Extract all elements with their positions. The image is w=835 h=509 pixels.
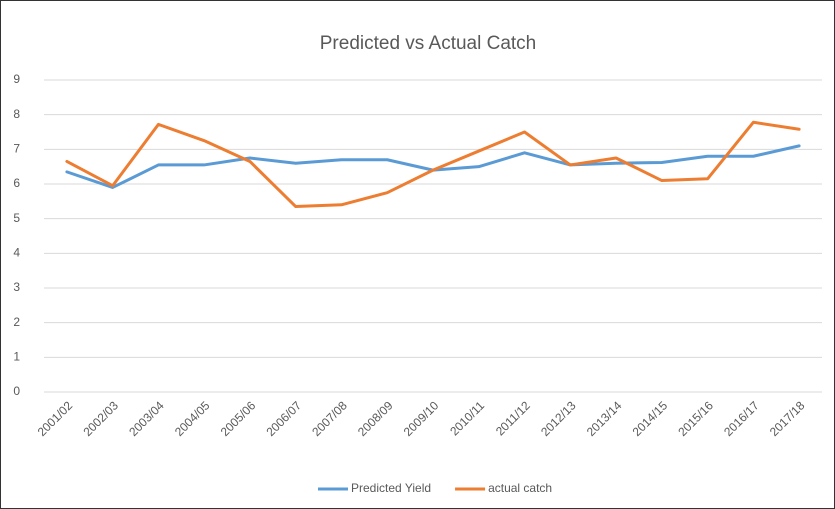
- y-tick-label: 7: [13, 142, 20, 156]
- y-tick-label: 3: [13, 280, 20, 294]
- y-tick-label: 8: [13, 107, 20, 121]
- y-tick-label: 5: [13, 211, 20, 225]
- y-tick-label: 1: [13, 350, 20, 364]
- legend-label: Predicted Yield: [351, 481, 431, 495]
- y-tick-label: 0: [13, 384, 20, 398]
- y-tick-label: 9: [13, 72, 20, 86]
- chart-title: Predicted vs Actual Catch: [320, 33, 537, 54]
- y-tick-label: 2: [13, 315, 20, 329]
- legend-label: actual catch: [488, 481, 552, 495]
- y-tick-label: 6: [13, 176, 20, 190]
- y-tick-label: 4: [13, 246, 20, 260]
- series-line: [65, 120, 801, 209]
